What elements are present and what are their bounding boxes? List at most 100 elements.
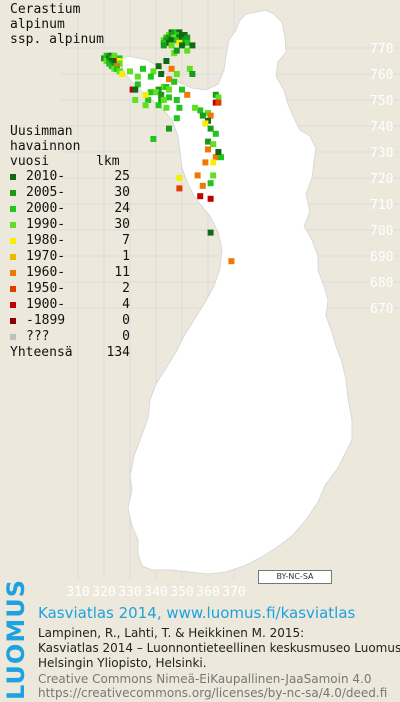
- observation-square: [173, 71, 180, 77]
- x-tick-label: 310: [66, 585, 89, 600]
- legend-label: -1899: [26, 313, 66, 328]
- legend-row: ??? 0: [10, 329, 130, 345]
- observation-square: [163, 58, 170, 64]
- legend-header-3: vuosi lkm: [10, 154, 120, 169]
- observation-square: [210, 141, 217, 148]
- legend-label: 1970-: [26, 249, 66, 264]
- observation-square: [179, 86, 185, 93]
- legend-count: 4: [122, 297, 130, 312]
- legend-count: 2: [122, 281, 130, 296]
- legend-swatch: [10, 190, 16, 196]
- legend-row: 1960- 11: [10, 265, 130, 281]
- observation-square: [166, 94, 172, 101]
- legend-swatch: [10, 286, 16, 292]
- y-tick-label: 670: [370, 302, 393, 317]
- x-tick-label: 360: [196, 585, 219, 600]
- observation-square: [142, 91, 149, 98]
- legend-swatch: [10, 174, 16, 180]
- observation-square: [155, 63, 162, 70]
- observation-square: [207, 195, 214, 202]
- observation-square: [147, 73, 154, 80]
- observation-square: [134, 73, 141, 80]
- citation-line-1: Lampinen, R., Lahti, T. & Heikkinen M. 2…: [38, 626, 305, 640]
- legend-swatch: [10, 222, 16, 228]
- observation-square: [207, 125, 214, 132]
- y-tick-label: 740: [370, 120, 393, 135]
- observation-square: [215, 99, 222, 106]
- observation-square: [189, 42, 196, 49]
- legend-row: 2005- 30: [10, 185, 130, 201]
- citation-line-2: Kasviatlas 2014 – Luonnontieteellinen ke…: [38, 641, 400, 655]
- legend-swatch: [10, 302, 16, 308]
- legend-label: 2000-: [26, 201, 66, 216]
- y-tick-label: 690: [370, 250, 393, 265]
- y-tick-label: 680: [370, 276, 393, 291]
- legend-count: 30: [114, 217, 130, 232]
- y-axis-ticks: 770 760 750 740 730 720 710 700 690 680 670: [370, 42, 393, 317]
- observation-square: [158, 91, 165, 98]
- legend-swatch: [10, 254, 16, 260]
- legend-row: 1970- 1: [10, 249, 130, 265]
- x-tick-label: 320: [92, 585, 115, 600]
- finland-outline: [119, 9, 353, 575]
- legend-total: Yhteensä 134: [10, 345, 130, 361]
- observation-square: [166, 86, 172, 93]
- legend-total-label: Yhteensä: [10, 345, 73, 360]
- legend-rows: 2010- 25 2005- 30 2000- 24 1990- 30 1980- 7 1970- 1…: [10, 169, 130, 345]
- observation-square: [173, 115, 180, 122]
- observation-square: [202, 159, 209, 166]
- y-tick-label: 760: [370, 68, 393, 83]
- legend-swatch: [10, 206, 16, 212]
- observation-square: [207, 229, 214, 236]
- observation-square: [197, 193, 204, 200]
- observation-square: [153, 89, 159, 96]
- observation-square: [199, 182, 206, 189]
- citation-line-3: Helsingin Yliopisto, Helsinki.: [38, 656, 207, 670]
- y-tick-label: 730: [370, 146, 393, 161]
- observation-square: [140, 65, 146, 72]
- y-tick-label: 710: [370, 198, 393, 213]
- legend-count: 11: [114, 265, 130, 280]
- legend-row: 1900- 4: [10, 297, 130, 313]
- observation-square: [134, 81, 141, 88]
- observation-square: [150, 136, 157, 142]
- species-line-2: alpinum: [10, 17, 65, 32]
- legend-count: 24: [114, 201, 130, 216]
- y-tick-label: 700: [370, 224, 393, 239]
- observation-square: [176, 185, 183, 192]
- species-name: Cerastium alpinum ssp. alpinum: [10, 2, 104, 47]
- observation-square: [194, 172, 201, 179]
- species-line-1: Cerastium: [10, 2, 81, 17]
- legend: Uusimman havainnon vuosi lkm 2010- 25 2005…: [10, 124, 130, 361]
- y-tick-label: 770: [370, 42, 393, 57]
- luomus-logo: LUOMUS: [2, 579, 30, 700]
- x-tick-label: 330: [118, 585, 141, 600]
- observation-square: [166, 76, 172, 83]
- observation-square: [186, 65, 193, 72]
- cc-license-badge[interactable]: BY-NC-SA: [258, 570, 332, 584]
- observation-square: [150, 68, 157, 75]
- observation-square: [212, 154, 219, 161]
- footer: LUOMUS Kasviatlas 2014, www.luomus.fi/ka…: [0, 579, 400, 702]
- observation-square: [173, 97, 180, 103]
- species-line-3: ssp. alpinum: [10, 32, 104, 47]
- observation-square: [205, 146, 211, 153]
- license-url-link[interactable]: https://creativecommons.org/licenses/by-…: [38, 686, 388, 700]
- observation-square: [179, 42, 185, 49]
- footer-title-link[interactable]: Kasviatlas 2014, www.luomus.fi/kasviatla…: [38, 604, 356, 622]
- legend-label: 1960-: [26, 265, 66, 280]
- x-axis-ticks: 310 320 330 340 350 360 370: [66, 585, 245, 600]
- observation-square: [176, 175, 183, 181]
- observation-square: [207, 112, 214, 119]
- y-tick-label: 750: [370, 94, 393, 109]
- legend-row: 1990- 30: [10, 217, 130, 233]
- legend-row: -1899 0: [10, 313, 130, 329]
- observation-square: [176, 104, 183, 111]
- legend-label: 1980-: [26, 233, 66, 248]
- legend-label: 1990-: [26, 217, 66, 232]
- legend-row: 2010- 25: [10, 169, 130, 185]
- legend-swatch: [10, 270, 16, 276]
- observation-square: [142, 102, 149, 109]
- observation-square: [192, 104, 198, 111]
- legend-label: 2005-: [26, 185, 66, 200]
